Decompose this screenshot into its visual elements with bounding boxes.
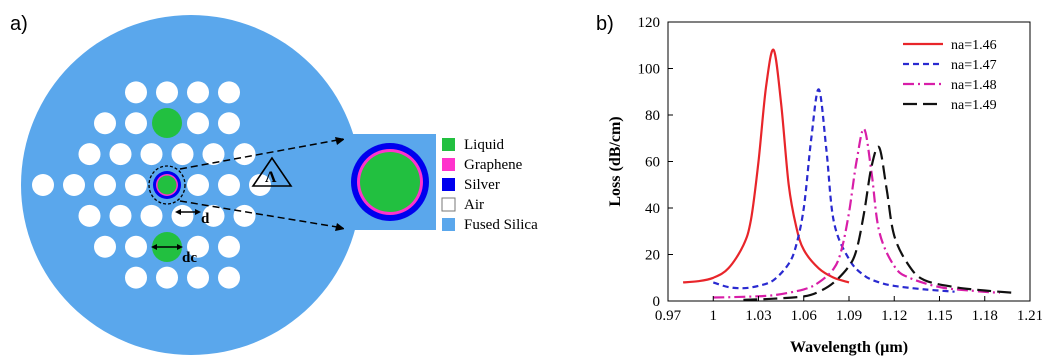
x-tick-label: 1.15 xyxy=(926,308,952,324)
air-hole xyxy=(125,81,147,104)
air-hole xyxy=(125,266,147,289)
air-hole xyxy=(140,204,163,227)
loss-chart: 0.97 1 1.03 1.06 1.09 1.12 1.15 1.18 1.21 0 20 40 60… xyxy=(607,15,1042,356)
air-hole xyxy=(218,81,240,104)
legend-label: Fused Silica xyxy=(464,217,538,233)
legend-swatch xyxy=(441,197,456,212)
air-hole xyxy=(63,174,85,196)
air-hole xyxy=(156,266,178,289)
legend-swatch xyxy=(442,178,455,191)
legend-series-label: na=1.47 xyxy=(951,58,997,73)
series-line-1 xyxy=(683,48,850,284)
zoom-line-bottom xyxy=(179,200,344,229)
chart-axes: 0.97 1 1.03 1.06 1.09 1.12 1.15 1.18 1.21 0 20 40 60… xyxy=(638,15,1042,324)
air-hole xyxy=(171,204,194,227)
x-tick-label: 1.06 xyxy=(791,308,818,324)
d-arrow-left xyxy=(175,209,181,215)
x-tick-label: 1.21 xyxy=(1017,308,1042,324)
pitch-symbol: Λ xyxy=(265,169,277,186)
zoom-arrow-bottom xyxy=(335,223,345,231)
liquid-core-top xyxy=(152,108,182,138)
legend-label: Graphene xyxy=(464,157,523,173)
dc-symbol: dc xyxy=(182,250,197,266)
material-legend: Liquid Graphene Silver Air Fused Silica xyxy=(441,137,538,233)
series-line-3 xyxy=(713,127,1000,299)
x-tick-label: 1 xyxy=(710,308,718,324)
x-tick-label: 1.18 xyxy=(972,308,998,324)
y-tick-label: 120 xyxy=(638,15,661,31)
y-tick-label: 100 xyxy=(638,62,661,78)
fiber-cross-section: Λ d dc xyxy=(21,15,361,355)
air-hole xyxy=(249,174,271,196)
legend-label: Silver xyxy=(464,177,500,193)
zoom-marker-circle xyxy=(148,165,186,205)
air-hole xyxy=(218,112,240,135)
air-hole xyxy=(233,204,256,227)
zoom-arrow-top xyxy=(335,137,345,145)
zoom-inset xyxy=(344,134,436,230)
air-hole xyxy=(187,266,209,289)
x-tick-label: 1.12 xyxy=(881,308,907,324)
air-hole xyxy=(32,174,54,196)
y-axis-label: Loss (dB/cm) xyxy=(607,116,624,206)
air-hole xyxy=(187,81,209,104)
air-hole xyxy=(125,235,147,258)
air-hole xyxy=(94,112,116,135)
y-tick-label: 60 xyxy=(645,155,660,171)
air-hole xyxy=(78,143,101,166)
y-tick-label: 80 xyxy=(645,108,660,124)
legend-swatch xyxy=(442,138,455,151)
air-hole xyxy=(187,112,209,135)
legend-series-label: na=1.46 xyxy=(951,38,997,53)
panel-a-label: a) xyxy=(10,13,28,35)
air-hole xyxy=(171,143,194,166)
d-arrow-right xyxy=(195,209,201,215)
panel-b-label: b) xyxy=(596,13,614,35)
air-hole xyxy=(156,81,178,104)
x-tick-label: 1.03 xyxy=(745,308,771,324)
air-hole xyxy=(218,235,240,258)
air-hole xyxy=(218,266,240,289)
legend-series-label: na=1.49 xyxy=(951,98,997,113)
air-hole xyxy=(218,174,240,196)
air-hole xyxy=(109,204,132,227)
air-hole xyxy=(125,112,147,135)
air-hole xyxy=(187,235,209,258)
pitch-triangle xyxy=(251,156,293,187)
air-hole xyxy=(202,143,225,166)
air-hole xyxy=(140,143,163,166)
legend-swatch xyxy=(442,158,455,171)
air-hole xyxy=(187,174,209,196)
zoom-line-top xyxy=(179,138,344,170)
legend-series-label: na=1.48 xyxy=(951,78,997,93)
chart-legend: na=1.46 na=1.47 na=1.48 na=1.49 xyxy=(903,38,997,113)
air-hole xyxy=(125,174,147,196)
dc-arrow-right xyxy=(177,244,183,250)
chart-series-lines xyxy=(683,48,1015,301)
air-hole xyxy=(233,143,256,166)
air-hole xyxy=(202,204,225,227)
center-liquid xyxy=(157,175,177,195)
series-line-4 xyxy=(743,145,1015,301)
y-tick-label: 0 xyxy=(653,294,661,310)
series-line-2 xyxy=(712,88,955,293)
y-tick-label: 40 xyxy=(645,201,660,217)
x-tick-label: 0.97 xyxy=(655,308,682,324)
d-symbol: d xyxy=(201,211,210,227)
y-tick-label: 20 xyxy=(645,248,660,264)
legend-swatch xyxy=(442,218,455,231)
air-holes xyxy=(32,81,271,289)
air-hole xyxy=(94,235,116,258)
legend-label: Air xyxy=(464,197,484,213)
air-hole xyxy=(78,204,101,227)
legend-label: Liquid xyxy=(464,137,504,153)
air-hole xyxy=(94,174,116,196)
inset-liquid-core xyxy=(360,152,420,212)
x-axis-label: Wavelength (µm) xyxy=(790,339,908,356)
x-tick-label: 1.09 xyxy=(836,308,862,324)
dc-arrow-left xyxy=(151,244,157,250)
air-hole xyxy=(109,143,132,166)
